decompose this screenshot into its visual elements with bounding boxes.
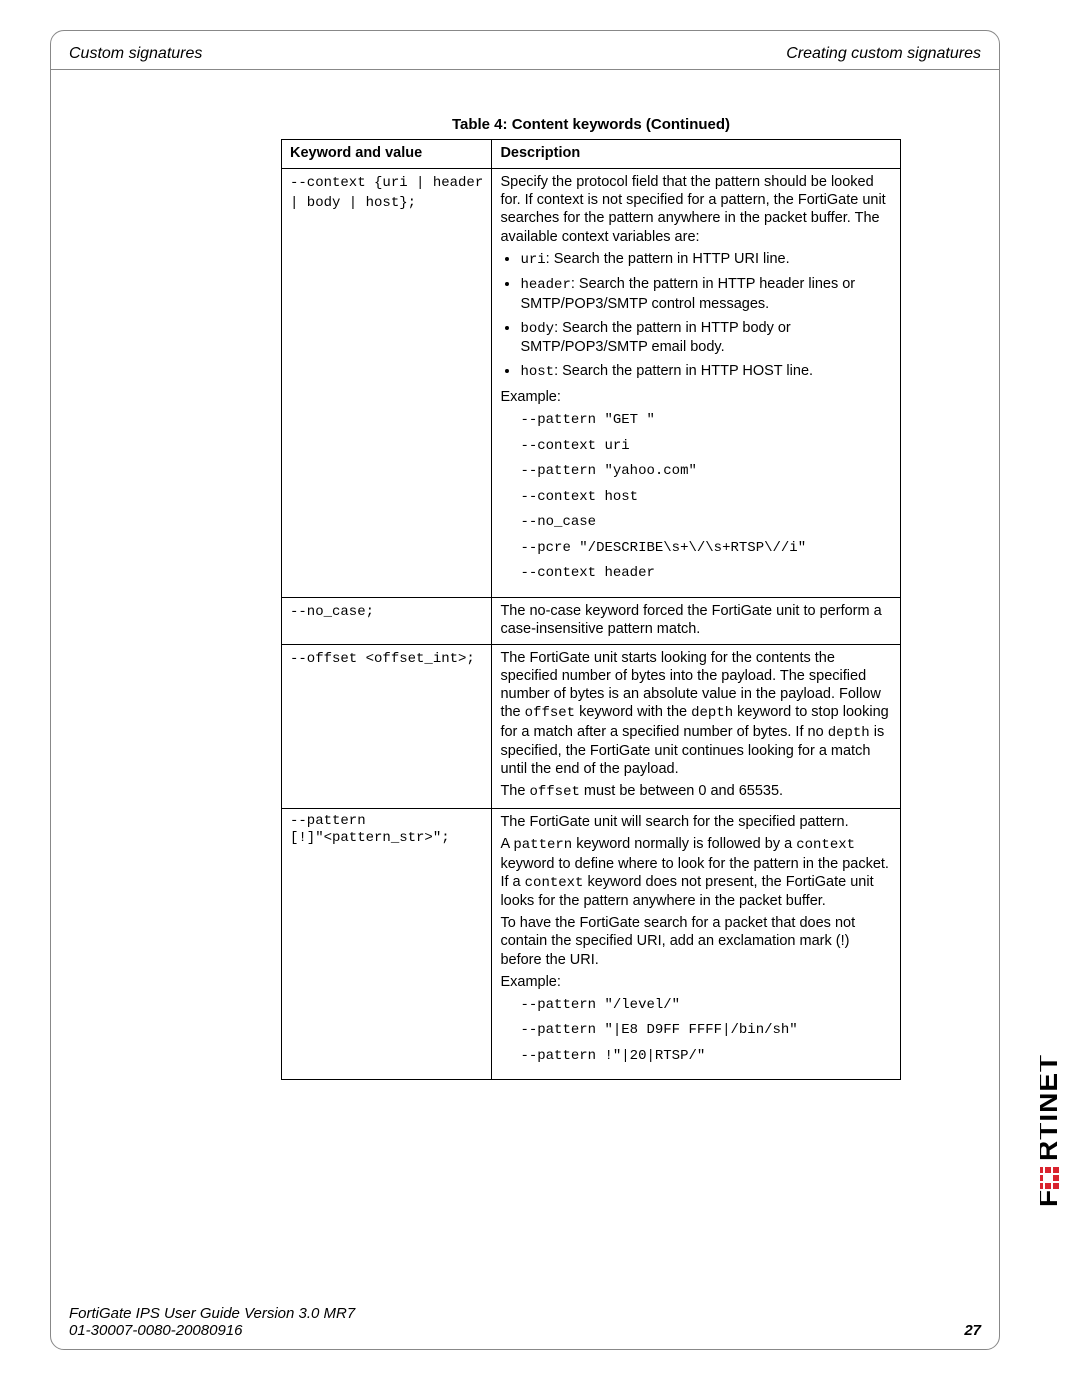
keyword-code: --context {uri | header | body | host}; <box>290 175 483 211</box>
example-line: --pattern "yahoo.com" <box>520 463 892 481</box>
cell-description: The no-case keyword forced the FortiGate… <box>492 597 901 644</box>
example-block: --pattern "GET " --context uri --pattern… <box>520 412 892 583</box>
desc-text: To have the FortiGate search for a packe… <box>500 914 892 968</box>
cell-keyword: --offset <offset_int>; <box>282 644 492 808</box>
bullet-text: : Search the pattern in HTTP header line… <box>520 276 855 312</box>
col-header-keyword: Keyword and value <box>282 140 492 169</box>
header-left: Custom signatures <box>69 45 202 63</box>
desc-code: context <box>796 837 855 853</box>
cell-description: The FortiGate unit will search for the s… <box>492 808 901 1079</box>
desc-seg: The <box>500 783 529 799</box>
page-number: 27 <box>964 1322 981 1339</box>
desc-seg: keyword normally is followed by a <box>572 836 796 852</box>
main-content: Table 4: Content keywords (Continued) Ke… <box>281 116 901 1080</box>
fortinet-logo: F RTINET <box>1040 1017 1074 1232</box>
keyword-code: --offset <offset_int>; <box>290 651 475 667</box>
page-header: Custom signatures Creating custom signat… <box>69 45 981 63</box>
example-line: --pattern !"|20|RTSP/" <box>520 1048 892 1066</box>
bullet-code: host <box>520 364 554 380</box>
desc-text: The FortiGate unit will search for the s… <box>500 813 892 831</box>
example-line: --context header <box>520 565 892 583</box>
desc-seg: A <box>500 836 513 852</box>
keyword-code: --no_case; <box>290 604 374 620</box>
desc-seg: keyword with the <box>575 704 691 720</box>
bullet-code: uri <box>520 252 545 268</box>
desc-code: offset <box>529 784 579 800</box>
context-bullets: uri: Search the pattern in HTTP URI line… <box>500 250 892 382</box>
table-row: --offset <offset_int>; The FortiGate uni… <box>282 644 901 808</box>
list-item: host: Search the pattern in HTTP HOST li… <box>520 362 892 382</box>
page-footer: FortiGate IPS User Guide Version 3.0 MR7… <box>69 1305 981 1339</box>
keyword-code: --pattern <box>290 813 483 831</box>
cell-keyword: --pattern [!]"<pattern_str>"; <box>282 808 492 1079</box>
keyword-code: [!]"<pattern_str>"; <box>290 830 483 848</box>
desc-seg: must be between 0 and 65535. <box>580 783 783 799</box>
table-header-row: Keyword and value Description <box>282 140 901 169</box>
desc-code: offset <box>525 705 575 721</box>
footer-line2: 01-30007-0080-20080916 <box>69 1322 981 1339</box>
bullet-text: : Search the pattern in HTTP body or SMT… <box>520 320 790 356</box>
example-line: --pattern "GET " <box>520 412 892 430</box>
list-item: header: Search the pattern in HTTP heade… <box>520 275 892 313</box>
list-item: body: Search the pattern in HTTP body or… <box>520 319 892 357</box>
bullet-code: header <box>520 277 570 293</box>
svg-text:RTINET: RTINET <box>1040 1054 1063 1161</box>
table-row: --pattern [!]"<pattern_str>"; The FortiG… <box>282 808 901 1079</box>
svg-text:F: F <box>1040 1189 1063 1207</box>
example-line: --pcre "/DESCRIBE\s+\/\s+RTSP\//i" <box>520 540 892 558</box>
col-header-description: Description <box>492 140 901 169</box>
desc-text: The no-case keyword forced the FortiGate… <box>500 603 881 637</box>
list-item: uri: Search the pattern in HTTP URI line… <box>520 250 892 270</box>
bullet-text: : Search the pattern in HTTP URI line. <box>546 251 790 267</box>
table-caption: Table 4: Content keywords (Continued) <box>281 116 901 133</box>
example-line: --context host <box>520 489 892 507</box>
example-line: --no_case <box>520 514 892 532</box>
footer-line1: FortiGate IPS User Guide Version 3.0 MR7 <box>69 1305 981 1322</box>
example-line: --pattern "|E8 D9FF FFFF|/bin/sh" <box>520 1022 892 1040</box>
bullet-text: : Search the pattern in HTTP HOST line. <box>554 363 813 379</box>
desc-code: context <box>525 875 584 891</box>
cell-keyword: --context {uri | header | body | host}; <box>282 169 492 597</box>
example-label: Example: <box>500 388 892 406</box>
header-rule <box>51 69 999 70</box>
cell-description: Specify the protocol field that the patt… <box>492 169 901 597</box>
desc-text: A pattern keyword normally is followed b… <box>500 835 892 910</box>
page-frame: Custom signatures Creating custom signat… <box>50 30 1000 1350</box>
content-keywords-table: Keyword and value Description --context … <box>281 139 901 1080</box>
desc-code: pattern <box>513 837 572 853</box>
desc-code: depth <box>691 705 733 721</box>
example-line: --pattern "/level/" <box>520 997 892 1015</box>
header-right: Creating custom signatures <box>786 45 981 63</box>
example-label: Example: <box>500 973 892 991</box>
desc-text: The offset must be between 0 and 65535. <box>500 782 892 802</box>
desc-code: depth <box>828 725 870 741</box>
example-block: --pattern "/level/" --pattern "|E8 D9FF … <box>520 997 892 1066</box>
cell-description: The FortiGate unit starts looking for th… <box>492 644 901 808</box>
bullet-code: body <box>520 321 554 337</box>
cell-keyword: --no_case; <box>282 597 492 644</box>
desc-text: Specify the protocol field that the patt… <box>500 173 892 246</box>
example-line: --context uri <box>520 438 892 456</box>
desc-text: The FortiGate unit starts looking for th… <box>500 649 892 779</box>
table-row: --context {uri | header | body | host}; … <box>282 169 901 597</box>
table-row: --no_case; The no-case keyword forced th… <box>282 597 901 644</box>
